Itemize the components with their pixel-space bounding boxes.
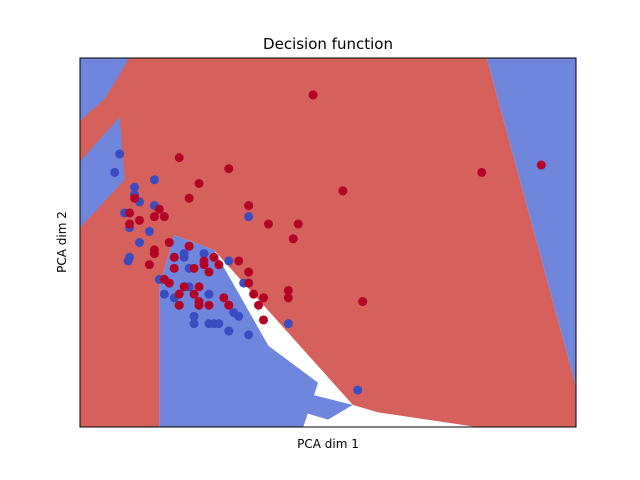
data-point-class-1 (209, 252, 219, 262)
chart-title: Decision function (263, 35, 393, 53)
data-point-class-0 (224, 326, 234, 336)
data-point-class-0 (224, 256, 234, 266)
data-point-class-1 (254, 300, 264, 310)
data-point-class-0 (199, 249, 209, 259)
data-point-class-1 (224, 300, 234, 310)
data-point-class-1 (144, 260, 154, 270)
data-point-class-0 (189, 319, 199, 329)
data-point-class-0 (135, 238, 145, 247)
data-point-class-0 (244, 212, 254, 222)
decision-region-class-0 (80, 117, 125, 228)
data-point-class-1 (149, 249, 159, 259)
data-point-class-1 (219, 293, 229, 303)
y-axis-label: PCA dim 2 (55, 211, 69, 273)
data-point-class-0 (244, 330, 254, 340)
data-point-class-0 (353, 385, 363, 395)
data-point-class-1 (244, 201, 254, 211)
data-point-class-1 (204, 300, 214, 310)
decision-region-class-0 (303, 393, 353, 420)
data-point-class-1 (224, 164, 234, 174)
data-point-class-1 (164, 278, 174, 288)
data-point-class-1 (477, 167, 487, 177)
data-point-class-1 (338, 186, 348, 196)
data-point-class-1 (194, 282, 204, 292)
data-point-class-1 (164, 238, 174, 247)
data-point-class-1 (244, 267, 254, 277)
plot-area (79, 57, 577, 428)
data-point-class-1 (194, 297, 204, 307)
data-point-class-1 (125, 208, 135, 218)
data-point-class-1 (249, 289, 259, 299)
data-point-class-1 (135, 215, 145, 225)
data-point-class-0 (159, 289, 169, 299)
data-point-class-1 (283, 285, 293, 295)
data-point-class-0 (123, 256, 133, 266)
data-point-class-1 (288, 234, 298, 244)
data-point-class-0 (204, 289, 214, 299)
data-point-class-1 (184, 241, 194, 251)
data-point-class-1 (174, 300, 184, 310)
data-point-class-0 (283, 319, 293, 329)
data-point-class-1 (189, 289, 199, 299)
data-point-class-0 (130, 182, 140, 192)
data-point-class-1 (189, 263, 199, 273)
axes-frame (79, 57, 577, 428)
data-point-class-1 (263, 219, 273, 229)
data-point-class-0 (214, 319, 224, 329)
data-point-class-1 (293, 219, 303, 229)
decision-region-class-1 (80, 58, 576, 427)
data-point-class-1 (536, 160, 546, 170)
data-point-class-1 (194, 178, 204, 188)
data-point-class-1 (174, 153, 184, 163)
data-point-class-0 (189, 311, 199, 321)
data-point-class-1 (154, 204, 164, 214)
data-point-class-1 (125, 219, 135, 229)
data-point-class-1 (174, 289, 184, 299)
data-point-class-1 (199, 256, 209, 266)
data-point-class-1 (308, 90, 318, 100)
data-point-class-0 (179, 249, 189, 259)
data-point-class-1 (149, 212, 159, 222)
decision-region-class-0 (80, 58, 130, 121)
data-points (110, 90, 546, 395)
data-point-class-0 (110, 167, 120, 177)
decision-regions (80, 58, 576, 427)
data-point-class-0 (115, 149, 125, 159)
data-point-class-1 (130, 193, 140, 203)
data-point-class-1 (204, 267, 214, 277)
data-point-class-1 (358, 297, 368, 307)
decision-region-class-0 (486, 58, 576, 387)
data-point-class-1 (259, 315, 269, 325)
data-point-class-0 (144, 226, 154, 236)
data-point-class-0 (149, 175, 159, 185)
data-point-class-1 (184, 193, 194, 203)
data-point-class-1 (169, 263, 179, 273)
data-point-class-1 (283, 293, 293, 303)
data-point-class-1 (234, 256, 244, 266)
data-point-class-0 (229, 308, 239, 318)
data-point-class-1 (214, 260, 224, 270)
data-point-class-0 (204, 319, 214, 329)
data-point-class-1 (169, 252, 179, 262)
data-point-class-1 (259, 293, 269, 303)
data-point-class-1 (244, 278, 254, 288)
data-point-class-1 (179, 282, 189, 292)
data-point-class-1 (159, 212, 169, 222)
x-axis-label: PCA dim 1 (297, 437, 359, 451)
